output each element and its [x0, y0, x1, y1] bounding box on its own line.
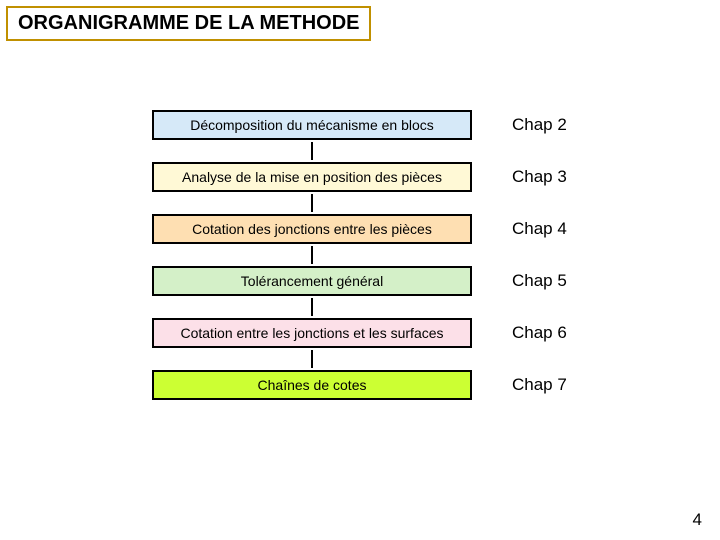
flow-row: Analyse de la mise en position des pièce…	[152, 160, 632, 194]
flow-step-box: Tolérancement général	[152, 266, 472, 296]
chapter-label: Chap 3	[512, 167, 567, 187]
flow-connector	[152, 298, 472, 316]
flow-row: Tolérancement général Chap 5	[152, 264, 632, 298]
flow-row: Cotation des jonctions entre les pièces C…	[152, 212, 632, 246]
flow-connector	[152, 142, 472, 160]
flow-step-box: Cotation entre les jonctions et les surf…	[152, 318, 472, 348]
flow-connector	[152, 194, 472, 212]
chapter-label: Chap 2	[512, 115, 567, 135]
flowchart: Décomposition du mécanisme en blocs Chap …	[152, 108, 632, 402]
chapter-label: Chap 5	[512, 271, 567, 291]
flow-row: Cotation entre les jonctions et les surf…	[152, 316, 632, 350]
page-title: ORGANIGRAMME DE LA METHODE	[6, 6, 371, 41]
flow-step-box: Décomposition du mécanisme en blocs	[152, 110, 472, 140]
flow-step-box: Chaînes de cotes	[152, 370, 472, 400]
chapter-label: Chap 7	[512, 375, 567, 395]
flow-connector	[152, 246, 472, 264]
chapter-label: Chap 6	[512, 323, 567, 343]
flow-connector	[152, 350, 472, 368]
flow-step-box: Analyse de la mise en position des pièce…	[152, 162, 472, 192]
flow-step-box: Cotation des jonctions entre les pièces	[152, 214, 472, 244]
flow-row: Décomposition du mécanisme en blocs Chap …	[152, 108, 632, 142]
chapter-label: Chap 4	[512, 219, 567, 239]
page-number: 4	[693, 510, 702, 530]
flow-row: Chaînes de cotes Chap 7	[152, 368, 632, 402]
